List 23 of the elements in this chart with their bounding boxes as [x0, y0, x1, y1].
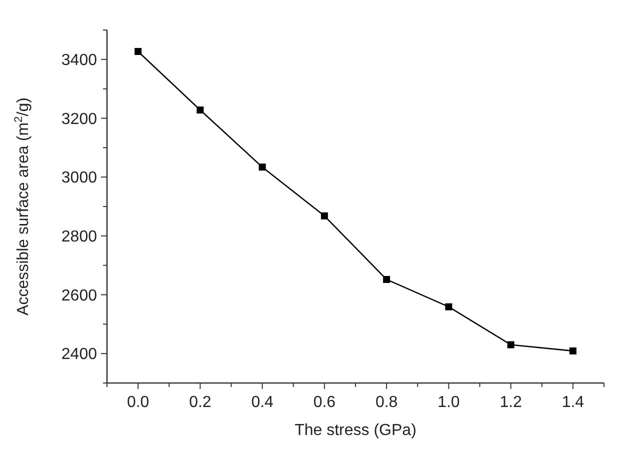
y-tick-label: 3000 [61, 170, 98, 187]
x-tick-label: 1.0 [438, 394, 460, 411]
x-tick-label: 0.2 [189, 394, 212, 411]
point [134, 48, 142, 55]
point [196, 106, 204, 114]
point [258, 164, 266, 171]
point [507, 341, 514, 348]
point [383, 276, 390, 283]
x-axis-title: The stress (GPa) [294, 422, 416, 439]
point [445, 303, 452, 310]
y-tick-label: 3400 [61, 52, 98, 70]
point [569, 347, 576, 354]
y-tick-label: 2600 [61, 287, 98, 304]
x-tick-label: 0.0 [126, 394, 150, 411]
x-tick-label: 1.2 [500, 394, 522, 411]
x-tick-label: 0.8 [375, 394, 398, 411]
point [320, 212, 328, 220]
x-tick-label: 1.4 [562, 394, 584, 411]
x-tick-label: 0.6 [313, 394, 336, 411]
y-tick-label: 2800 [61, 228, 98, 246]
y-tick-label: 2400 [61, 346, 98, 364]
y-tick-label: 3200 [61, 110, 98, 128]
x-tick-label: 0.4 [251, 394, 274, 411]
